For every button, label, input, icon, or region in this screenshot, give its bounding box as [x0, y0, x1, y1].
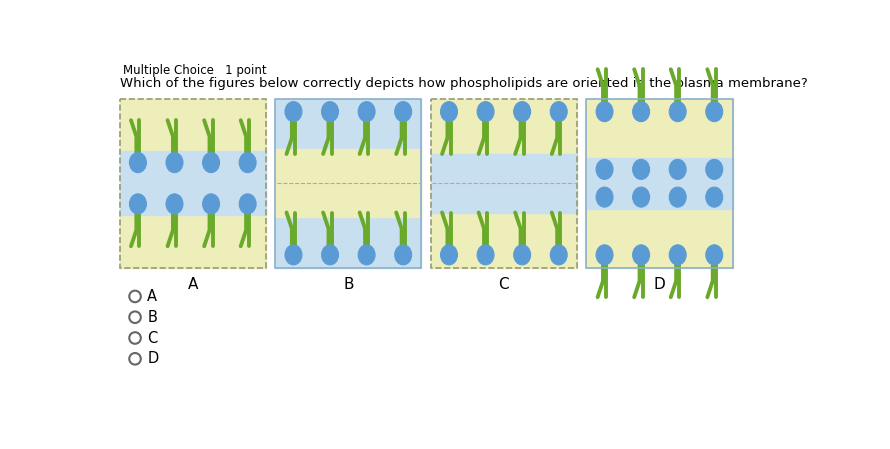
Ellipse shape [239, 153, 256, 172]
Text: Multiple Choice   1 point: Multiple Choice 1 point [123, 64, 266, 77]
Text: A: A [148, 289, 158, 304]
Ellipse shape [596, 245, 613, 265]
Ellipse shape [129, 194, 146, 214]
Ellipse shape [669, 187, 686, 207]
Bar [431, 98, 577, 268]
Bar [431, 98, 577, 268]
Ellipse shape [285, 101, 302, 122]
Bar [275, 150, 422, 217]
Ellipse shape [706, 245, 723, 265]
Ellipse shape [596, 187, 613, 207]
Text: A: A [188, 277, 198, 292]
Ellipse shape [669, 101, 686, 122]
Ellipse shape [633, 159, 650, 180]
Text: B: B [343, 277, 353, 292]
Ellipse shape [166, 153, 183, 172]
Ellipse shape [358, 245, 375, 265]
Bar [587, 158, 732, 209]
Ellipse shape [669, 159, 686, 180]
Ellipse shape [669, 245, 686, 265]
Ellipse shape [514, 101, 530, 122]
Ellipse shape [550, 101, 567, 122]
Ellipse shape [596, 101, 613, 122]
Text: C: C [148, 330, 158, 346]
Ellipse shape [358, 101, 375, 122]
Bar [119, 98, 266, 268]
Ellipse shape [203, 194, 220, 214]
Bar [275, 98, 422, 268]
Ellipse shape [441, 101, 457, 122]
Ellipse shape [129, 153, 146, 172]
Ellipse shape [477, 245, 494, 265]
Bar [431, 154, 577, 213]
Ellipse shape [633, 245, 650, 265]
Ellipse shape [706, 159, 723, 180]
Ellipse shape [395, 245, 412, 265]
Ellipse shape [633, 101, 650, 122]
Ellipse shape [321, 245, 338, 265]
Text: B: B [148, 310, 158, 325]
Text: Which of the figures below correctly depicts how phospholipids are oriented in t: Which of the figures below correctly dep… [119, 77, 807, 90]
Ellipse shape [706, 101, 723, 122]
Ellipse shape [706, 187, 723, 207]
Ellipse shape [239, 194, 256, 214]
Ellipse shape [550, 245, 567, 265]
Ellipse shape [285, 245, 302, 265]
Ellipse shape [166, 194, 183, 214]
Bar [119, 151, 266, 216]
Ellipse shape [203, 153, 220, 172]
Ellipse shape [514, 245, 530, 265]
Text: D: D [148, 351, 158, 366]
Ellipse shape [321, 101, 338, 122]
Ellipse shape [395, 101, 412, 122]
Ellipse shape [477, 101, 494, 122]
Text: D: D [653, 277, 666, 292]
Bar [587, 98, 732, 268]
Bar [587, 98, 732, 268]
Ellipse shape [441, 245, 457, 265]
Bar [119, 98, 266, 268]
Bar [275, 98, 422, 268]
Ellipse shape [633, 187, 650, 207]
Text: C: C [498, 277, 509, 292]
Ellipse shape [596, 159, 613, 180]
